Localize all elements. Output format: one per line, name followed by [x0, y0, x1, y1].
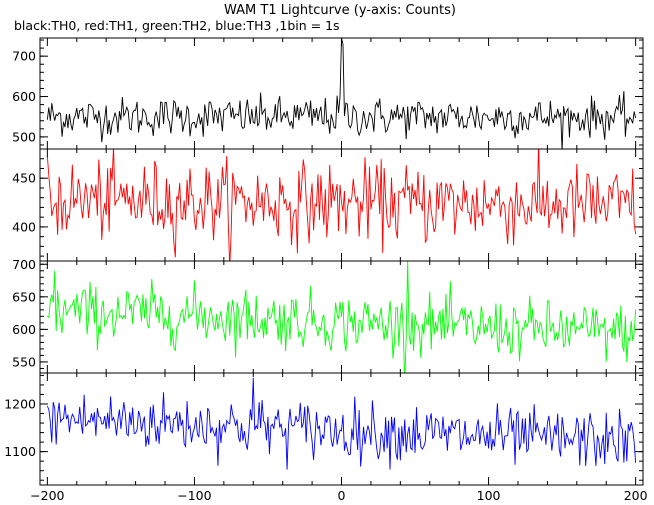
x-tick-label: −200	[30, 488, 64, 503]
y-tick-label: 700	[12, 257, 36, 272]
panel-th0: 500 600 700	[12, 37, 644, 150]
x-tick-label: −100	[177, 488, 211, 503]
y-tick-label: 450	[12, 171, 36, 186]
panel-frame	[39, 260, 644, 374]
y-tick-label: 400	[12, 219, 36, 234]
panel-th1: 400 450	[12, 148, 644, 262]
chart-subtitle: black:TH0, red:TH1, green:TH2, blue:TH3 …	[14, 18, 340, 33]
x-tick-label: 100	[477, 488, 501, 503]
y-tick-label: 500	[12, 129, 36, 144]
x-tick-label: 0	[338, 488, 346, 503]
y-tick-label: 600	[12, 89, 36, 104]
series-line-th2	[47, 261, 637, 373]
y-tick-label: 700	[12, 49, 36, 64]
series-line-th3	[46, 377, 637, 470]
y-tick-label: 1200	[4, 396, 36, 411]
panel-th2: 550 600 650 700	[12, 257, 644, 374]
series-line-th1	[46, 149, 637, 261]
panel-th3: 1100 1200	[4, 372, 644, 486]
chart-title: WAM T1 Lightcurve (y-axis: Counts)	[224, 3, 456, 18]
y-tick-label: 650	[12, 289, 36, 304]
y-tick-label: 550	[12, 354, 36, 369]
panels-group: 500 600 700 400 450 550 600 650 700 1100 1200	[4, 37, 644, 486]
y-tick-label: 1100	[4, 444, 36, 459]
x-axis: −200 −100 0 100 200	[30, 488, 647, 503]
y-tick-label: 600	[12, 322, 36, 337]
series-line-th0	[46, 38, 637, 149]
x-tick-label: 200	[624, 488, 648, 503]
